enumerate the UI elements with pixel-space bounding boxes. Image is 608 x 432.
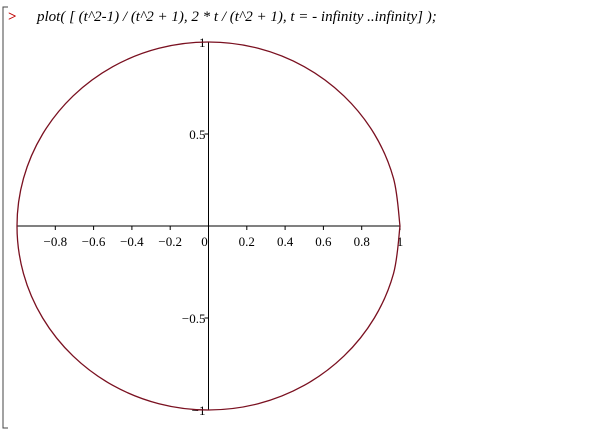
x-tick-label: 0.6 [315, 234, 332, 249]
x-tick-label: −0.2 [158, 234, 182, 249]
x-tick-label: −0.8 [44, 234, 68, 249]
x-tick-label: 0.8 [354, 234, 370, 249]
y-tick-label: 0.5 [189, 127, 205, 142]
x-tick-label: 0.4 [277, 234, 294, 249]
x-tick-label: 0 [201, 234, 208, 249]
x-tick-label: −0.6 [82, 234, 106, 249]
curve [16, 41, 401, 411]
command-input[interactable]: plot( [ (t^2-1) / (t^2 + 1), 2 * t / (t^… [36, 9, 437, 25]
x-tick-label: 0.2 [239, 234, 255, 249]
y-tick-label: −1 [192, 403, 206, 418]
y-tick-label: −0.5 [182, 311, 206, 326]
execution-group-bracket [2, 6, 8, 429]
x-tick-label: −0.4 [120, 234, 144, 249]
prompt: > [8, 9, 17, 25]
x-tick-label: 1 [397, 234, 404, 249]
